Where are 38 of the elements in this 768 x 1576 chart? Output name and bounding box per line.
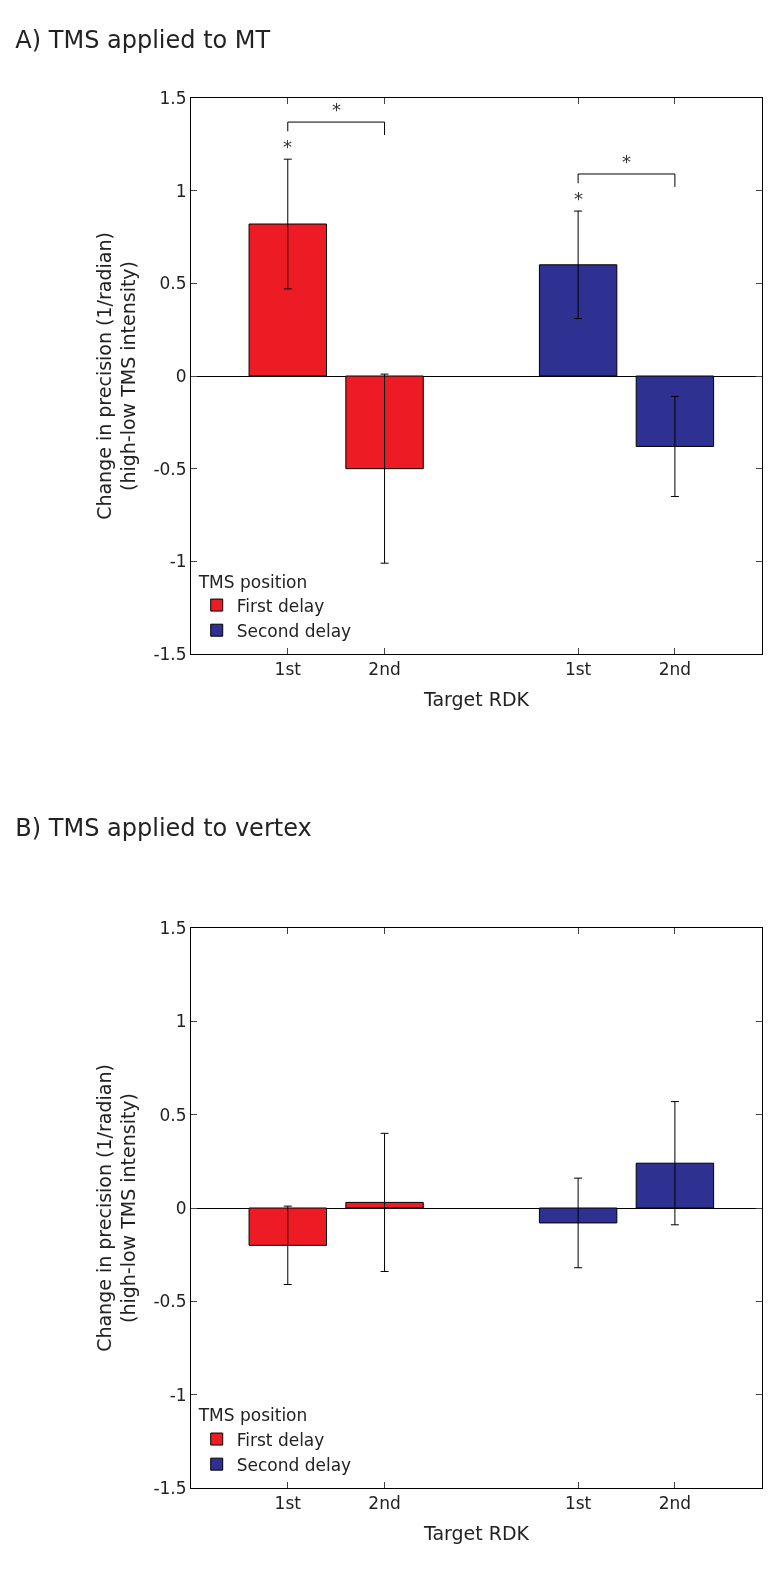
x-tick-label: 2nd <box>658 1493 692 1514</box>
annotation: * <box>574 188 583 209</box>
y-axis-title: Change in precision (1/radian) (high-low TMS intensity) <box>92 1064 140 1352</box>
y-tick-label: 0.5 <box>159 273 187 294</box>
legend-label: First delay <box>236 1429 325 1450</box>
annotation: * <box>283 136 292 157</box>
y-tick-label: 1.5 <box>159 917 187 938</box>
y-tick-label: 1.5 <box>159 87 187 108</box>
x-tick-label: 2nd <box>658 659 692 680</box>
y-tick-label: -1.5 <box>153 643 187 664</box>
x-axis-title: Target RDK <box>422 1522 530 1545</box>
x-tick-label: 1st <box>274 659 302 680</box>
legend-title: TMS position <box>197 571 308 592</box>
y-axis-title: Change in precision (1/radian) (high-low TMS intensity) <box>92 232 140 520</box>
annotation: * <box>332 99 341 120</box>
y-tick-label: 0.5 <box>159 1104 187 1125</box>
y-tick-label: 1 <box>175 1011 187 1032</box>
legend-title: TMS position <box>197 1405 308 1426</box>
x-tick-label: 1st <box>564 659 592 680</box>
x-tick-label: 1st <box>274 1493 302 1514</box>
y-tick-label: -1.5 <box>153 1477 187 1498</box>
y-tick-label: -0.5 <box>153 458 187 479</box>
y-tick-label: -1 <box>169 1384 187 1405</box>
y-tick-label: 1 <box>175 180 187 201</box>
y-tick-label: 0 <box>175 365 187 386</box>
legend-label: Second delay <box>236 620 352 641</box>
x-tick-label: 2nd <box>368 659 401 680</box>
chart-title: B) TMS applied to vertex <box>15 814 312 843</box>
annotation: * <box>622 151 631 172</box>
x-tick-label: 2nd <box>368 1493 401 1514</box>
y-tick-label: -1 <box>169 551 187 572</box>
x-tick-label: 1st <box>564 1493 592 1514</box>
legend-label: Second delay <box>236 1454 352 1475</box>
y-tick-label: 0 <box>175 1197 187 1218</box>
y-tick-label: -0.5 <box>153 1291 187 1312</box>
chart-title: A) TMS applied to MT <box>15 26 271 55</box>
legend-label: First delay <box>236 595 325 616</box>
x-axis-title: Target RDK <box>422 688 530 711</box>
